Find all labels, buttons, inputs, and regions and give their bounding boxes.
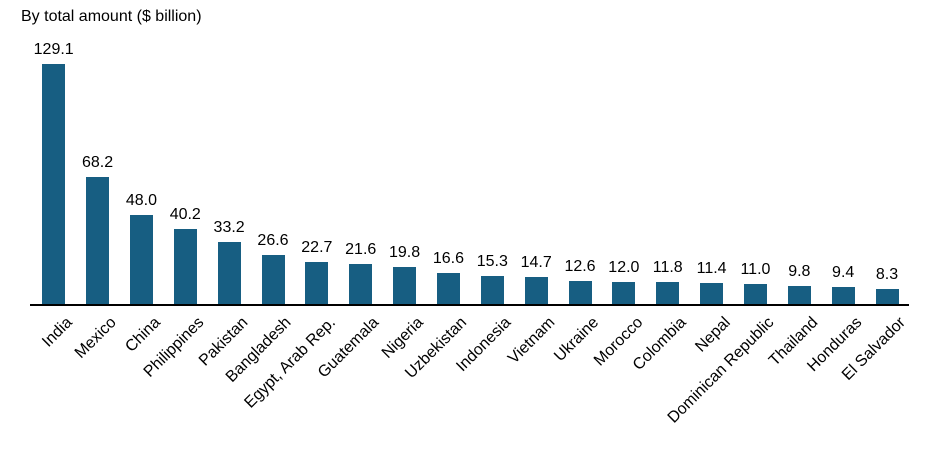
value-label-nepal: 11.4 <box>696 260 727 277</box>
bar-guatemala <box>349 264 373 304</box>
value-label-guatemala: 21.6 <box>345 241 377 258</box>
bar-pakistan <box>217 242 241 304</box>
value-label-pakistan: 33.2 <box>213 219 245 236</box>
value-label-philippines: 40.2 <box>169 206 201 223</box>
bar-india <box>42 64 66 304</box>
value-label-china: 48.0 <box>125 192 157 209</box>
bar-el-salvador <box>875 289 899 304</box>
value-label-india: 129.1 <box>33 41 74 58</box>
bar-philippines <box>173 229 197 304</box>
bar-nepal <box>700 283 724 304</box>
chart-title: By total amount ($ billion) <box>21 8 202 25</box>
bar-nigeria <box>393 267 417 304</box>
value-label-indonesia: 15.3 <box>476 253 508 270</box>
bar-thailand <box>787 286 811 304</box>
bar-ukraine <box>568 281 592 304</box>
bar-bangladesh <box>261 255 285 304</box>
bar-honduras <box>831 287 855 304</box>
value-label-nigeria: 19.8 <box>389 244 421 261</box>
bar-colombia <box>656 282 680 304</box>
bar-uzbekistan <box>436 273 460 304</box>
value-label-morocco: 12.0 <box>608 259 640 276</box>
value-label-thailand: 9.8 <box>788 263 811 280</box>
category-label-vietnam: Vietnam <box>504 314 559 368</box>
value-label-uzbekistan: 16.6 <box>432 250 464 267</box>
category-label-india: India <box>39 314 76 351</box>
value-label-colombia: 11.8 <box>652 259 683 276</box>
value-label-mexico: 68.2 <box>81 154 114 171</box>
value-label-egypt-arab-rep: 22.7 <box>301 239 333 256</box>
bar-morocco <box>612 282 636 304</box>
bar-dominican-republic <box>743 284 767 304</box>
bar-vietnam <box>524 277 548 304</box>
value-label-el-salvador: 8.3 <box>875 266 899 283</box>
category-label-mexico: Mexico <box>71 314 120 362</box>
x-axis-line <box>30 304 909 306</box>
bar-indonesia <box>480 276 504 304</box>
value-label-honduras: 9.4 <box>832 264 855 281</box>
value-label-dominican-republic: 11.0 <box>740 261 771 278</box>
value-label-ukraine: 12.6 <box>564 258 596 275</box>
value-label-vietnam: 14.7 <box>520 254 552 271</box>
bar-mexico <box>86 177 110 304</box>
bar-china <box>129 215 153 304</box>
value-label-bangladesh: 26.6 <box>257 232 289 249</box>
bar-egypt-arab-rep <box>305 262 329 304</box>
